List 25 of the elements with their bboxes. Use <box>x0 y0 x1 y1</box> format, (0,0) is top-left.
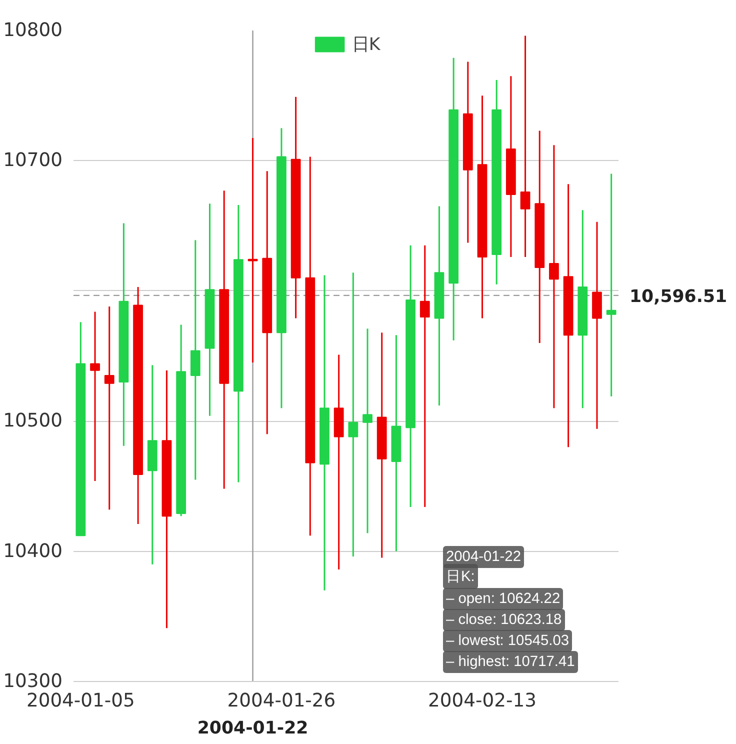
annotation: – open: 10624.22 <box>443 588 564 610</box>
y-tick-label: 10500 <box>3 410 63 432</box>
annotation: 2004-01-22 <box>443 546 524 568</box>
annotation: – lowest: 10545.03 <box>443 630 572 652</box>
candlestick <box>420 244 430 508</box>
x-tick-label: 2004-01-05 <box>26 690 135 712</box>
candlestick <box>606 172 616 398</box>
y-tick-label: 10800 <box>3 20 63 41</box>
candlestick <box>520 34 530 258</box>
candlestick <box>362 328 372 534</box>
x-tick-label: 2004-01-26 <box>227 690 336 712</box>
legend-label: 日K <box>352 34 380 56</box>
y-tick-label: 10700 <box>3 150 63 172</box>
annotation: 日K: <box>443 564 478 589</box>
annotation: – close: 10623.18 <box>443 609 565 631</box>
candlestick <box>549 144 559 409</box>
y-tick-label: 10300 <box>3 671 63 692</box>
y-tick-label: 10400 <box>3 540 63 562</box>
annotation: – highest: 10717.41 <box>443 651 578 673</box>
candlestick <box>190 239 200 480</box>
candlestick <box>348 272 358 558</box>
x-tick-label: 2004-02-13 <box>428 690 536 712</box>
ref-line-label: 10,596.51 <box>630 286 728 307</box>
candlestick <box>90 310 100 482</box>
candlestick <box>104 306 114 510</box>
